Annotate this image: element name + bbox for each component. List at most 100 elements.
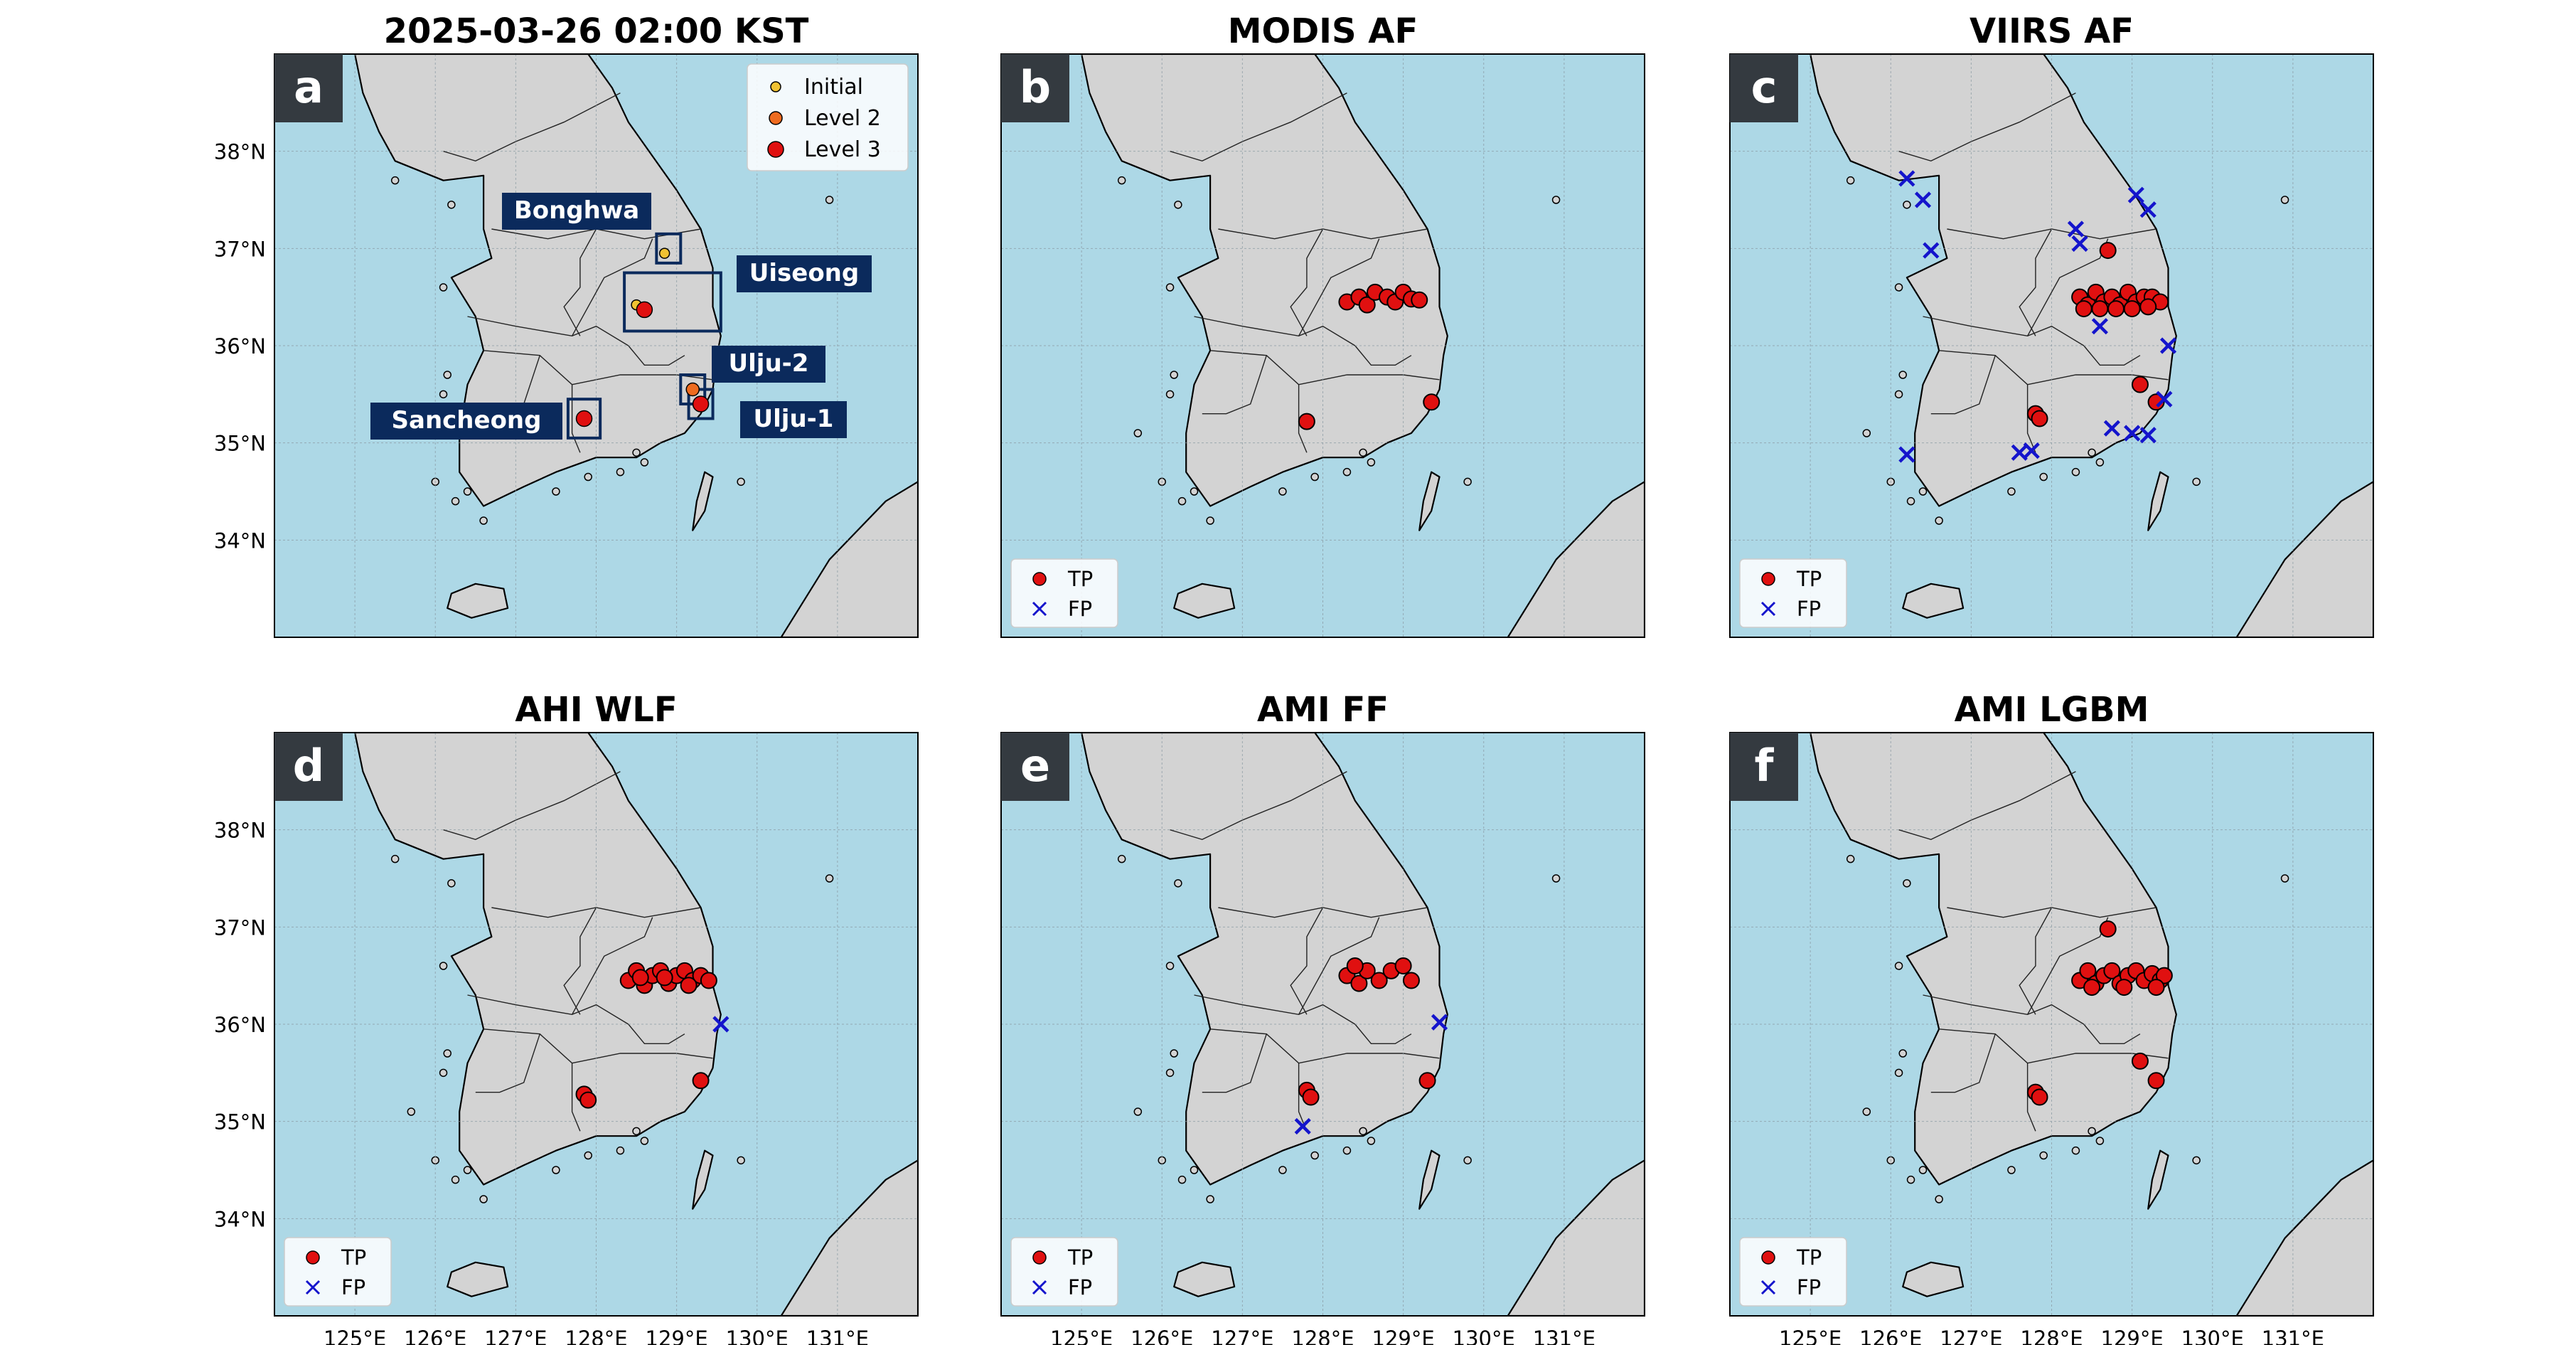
true-positive-marker <box>2031 410 2048 427</box>
tsushima-island <box>2147 471 2169 531</box>
small-island <box>1342 467 1352 477</box>
true-positive-marker <box>579 1091 597 1109</box>
lon-tick-label: 130°E <box>726 1327 789 1345</box>
small-island <box>1117 854 1126 863</box>
small-island <box>632 1127 641 1136</box>
lat-tick-label: 38°N <box>214 140 266 164</box>
false-positive-marker <box>712 1016 729 1033</box>
small-island <box>1278 487 1287 496</box>
province-boundary <box>2083 1024 2141 1045</box>
small-island <box>1133 429 1143 437</box>
province-boundary <box>1298 238 1380 336</box>
small-island <box>1903 201 1911 209</box>
legend-swatch-level2 <box>769 111 783 125</box>
severity-marker-initial <box>658 248 670 259</box>
jeju-island <box>447 1261 509 1297</box>
true-positive-marker <box>2155 967 2173 984</box>
legend-label-fp: FP <box>1797 597 1821 621</box>
small-island <box>737 1156 745 1165</box>
panel-letter: c <box>1751 61 1778 113</box>
panel-frame <box>274 732 919 1317</box>
true-positive-marker <box>2107 300 2125 318</box>
tsushima-island <box>692 1149 714 1210</box>
province-boundary <box>1290 907 1324 1015</box>
false-positive-marker <box>2127 186 2144 203</box>
legend-swatch-tp <box>1761 572 1775 586</box>
panel-letter-bg <box>274 733 343 801</box>
legend-label-fp: FP <box>1068 597 1092 621</box>
small-island <box>2039 472 2048 482</box>
false-positive-marker <box>2139 427 2157 444</box>
true-positive-marker <box>656 969 673 987</box>
japan-coast <box>2235 1159 2373 1316</box>
small-island <box>443 371 451 379</box>
lon-tick-label: 129°E <box>1372 1327 1435 1345</box>
province-boundary <box>628 345 685 366</box>
region-label-bg <box>737 255 872 292</box>
map-panel-a: Bonghwa Uiseong Ulju-2 Ulju-1 Sancheong a 2025… <box>214 11 919 638</box>
panel-title: 2025-03-26 02:00 KST <box>384 11 809 51</box>
panel-frame <box>1000 732 1645 1317</box>
tsushima-island <box>2147 1149 2169 1210</box>
true-positive-marker <box>2147 1072 2165 1090</box>
legend-swatch-fp <box>1032 601 1047 617</box>
panel-letter: d <box>293 740 324 792</box>
true-positive-marker <box>680 977 698 994</box>
small-island <box>390 854 400 863</box>
legend-label-fp: FP <box>1068 1275 1092 1299</box>
small-island <box>1359 448 1367 457</box>
map-layer <box>1730 733 2373 1316</box>
panel-title: VIIRS AF <box>1970 11 2134 51</box>
small-island <box>1935 1195 1943 1203</box>
small-island <box>1463 1156 1472 1165</box>
true-positive-marker <box>1350 974 1368 992</box>
lon-tick-label: 125°E <box>1050 1327 1113 1345</box>
panel-title: MODIS AF <box>1228 11 1418 51</box>
small-island <box>1367 458 1376 467</box>
severity-marker-level3 <box>575 410 593 427</box>
small-island <box>2280 874 2289 883</box>
region-label: Ulju-1 <box>754 405 834 433</box>
small-island <box>2280 196 2289 204</box>
small-island <box>1177 496 1187 506</box>
panel-title: AHI WLF <box>515 690 677 730</box>
legend-swatch-tp <box>1032 1250 1047 1265</box>
true-positive-marker <box>1370 972 1388 989</box>
small-island <box>1165 1068 1175 1078</box>
legend-swatch-fp <box>1760 601 1776 617</box>
severity-marker-level3 <box>692 395 710 413</box>
panel-letter: a <box>294 61 324 113</box>
province-boundary <box>628 1024 685 1045</box>
true-positive-marker <box>2131 376 2149 393</box>
false-positive-marker <box>1431 1014 1448 1031</box>
japan-coast <box>780 481 918 637</box>
small-island <box>737 477 745 487</box>
map-layer <box>1001 733 1645 1316</box>
small-island <box>616 467 625 477</box>
small-island <box>447 879 456 888</box>
korean-peninsula <box>1080 733 1448 1186</box>
legend-swatch-tp <box>1761 1250 1775 1265</box>
region-label: Bonghwa <box>514 196 639 225</box>
legend-swatch-fp <box>305 1280 321 1295</box>
small-island <box>616 1146 625 1155</box>
small-island <box>1359 1127 1367 1136</box>
legend-box <box>1010 1237 1118 1307</box>
small-island <box>439 962 448 970</box>
small-island <box>2095 1137 2105 1145</box>
jeju-island <box>447 583 509 619</box>
small-island <box>2088 448 2096 457</box>
false-positive-marker <box>2023 442 2040 459</box>
small-island <box>443 1049 451 1058</box>
legend-label-fp: FP <box>341 1275 365 1299</box>
small-island <box>552 487 560 496</box>
panel-letter: b <box>1020 61 1051 113</box>
true-positive-marker <box>631 969 649 987</box>
lon-tick-label: 125°E <box>324 1327 386 1345</box>
small-island <box>584 472 592 482</box>
small-island <box>1906 496 1915 506</box>
province-boundary <box>2083 345 2141 366</box>
small-island <box>1894 283 1903 292</box>
lon-tick-label: 131°E <box>806 1327 869 1345</box>
